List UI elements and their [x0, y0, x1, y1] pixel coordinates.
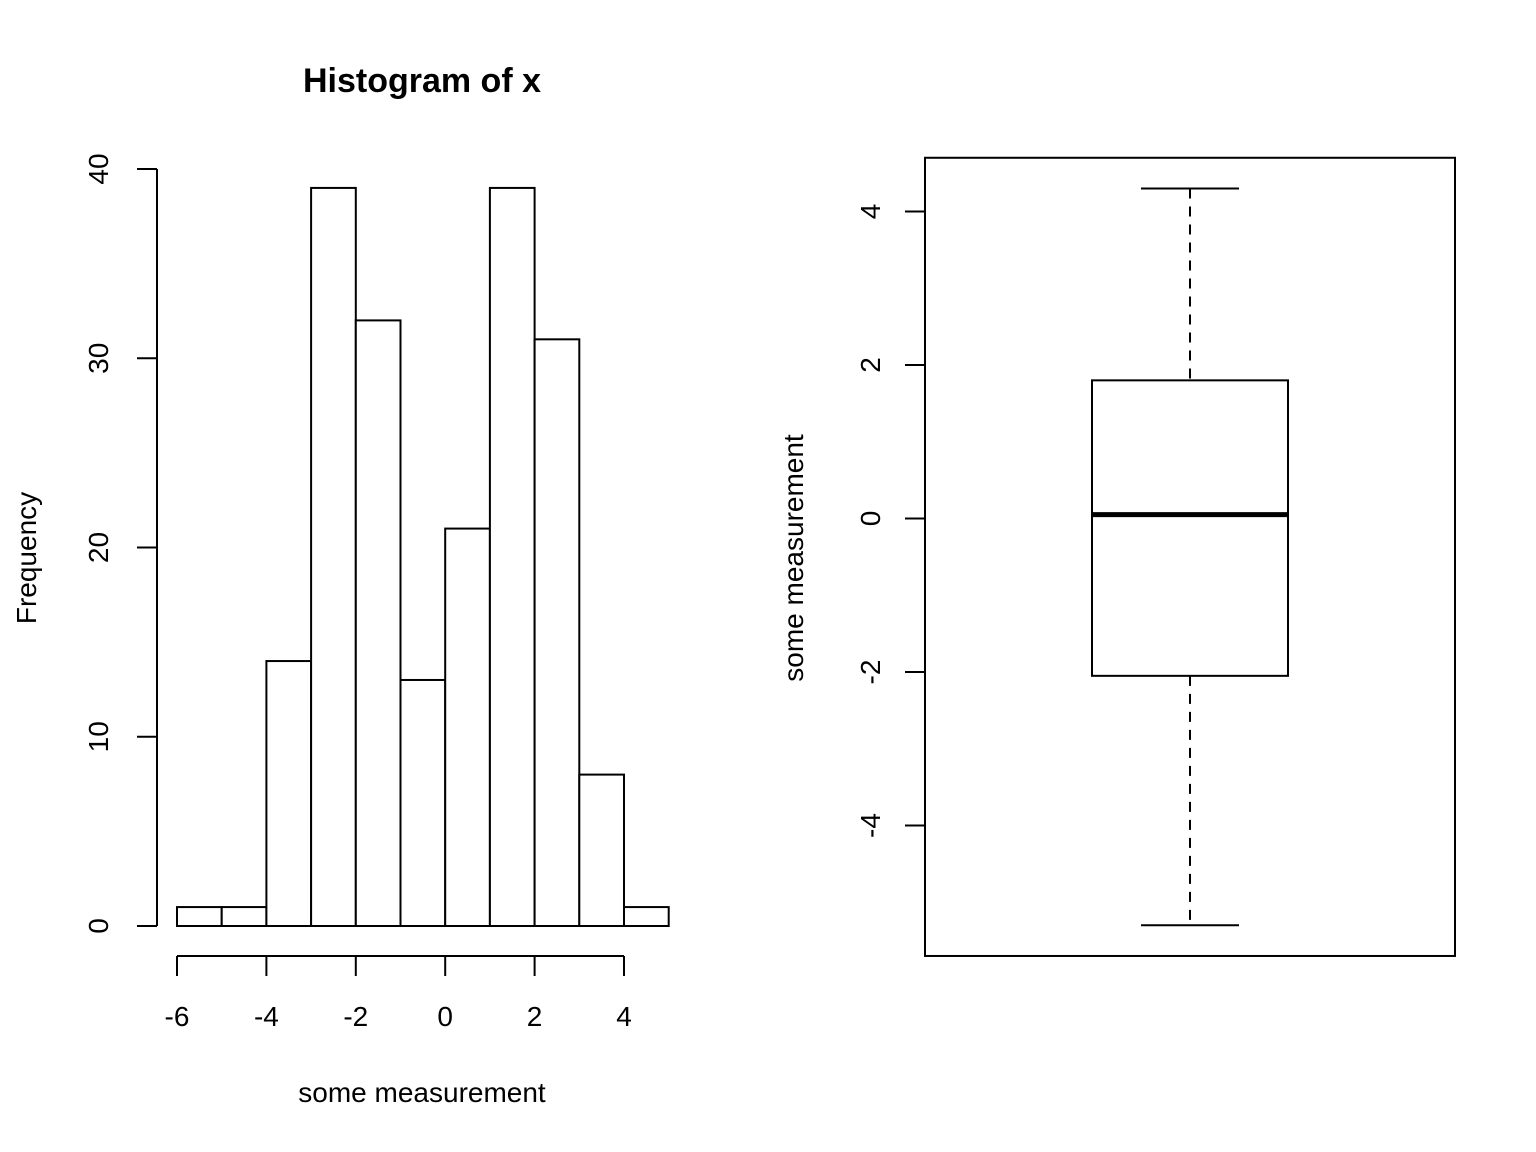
boxplot-panel: some measurement -4 -2 0 2 4 — [778, 156, 1456, 957]
histogram-panel: Histogram of x some measurement Frequenc… — [11, 62, 670, 1108]
boxplot-y-tick-label: -4 — [855, 813, 886, 838]
histogram-x-tick-label: -2 — [343, 1001, 368, 1032]
histogram-y-tick-label: 30 — [83, 343, 114, 374]
histogram-y-tick-label: 40 — [83, 153, 114, 184]
histogram-x-tick-label: -4 — [254, 1001, 279, 1032]
histogram-bar — [310, 186, 357, 928]
boxplot-y-tick-label: 2 — [855, 357, 886, 373]
histogram-x-tick-label: 4 — [616, 1001, 632, 1032]
histogram-bar — [265, 660, 313, 927]
boxplot-y-tick-label: -2 — [855, 660, 886, 685]
boxplot-y-tick-label: 0 — [855, 511, 886, 527]
histogram-bar — [176, 906, 223, 928]
boxplot-box — [1091, 379, 1289, 677]
histogram-x-axis-label: some measurement — [298, 1077, 546, 1108]
histogram-y-tick-label: 0 — [83, 918, 114, 934]
histogram-bar — [488, 186, 536, 928]
histogram-x-tick-label: 2 — [527, 1001, 543, 1032]
histogram-bar — [354, 319, 402, 927]
boxplot-y-axis-label: some measurement — [778, 434, 809, 682]
boxplot-y-tick-label: 4 — [855, 204, 886, 220]
histogram-y-tick-label: 10 — [83, 721, 114, 752]
boxplot-marks — [1091, 187, 1289, 927]
histogram-x-axis: -6 -4 -2 0 2 4 — [165, 955, 632, 1032]
histogram-y-axis-label: Frequency — [11, 492, 42, 624]
histogram-x-tick-label: -6 — [165, 1001, 190, 1032]
histogram-x-tick-label: 0 — [437, 1001, 453, 1032]
histogram-bar — [623, 906, 670, 928]
histogram-bar — [444, 527, 491, 927]
boxplot-y-axis: -4 -2 0 2 4 — [855, 204, 925, 838]
boxplot-plot-frame — [924, 156, 1456, 957]
histogram-bar — [578, 773, 625, 927]
histogram-bar — [533, 338, 581, 927]
histogram-y-tick-label: 20 — [83, 532, 114, 563]
histogram-y-axis: 0 10 20 30 40 — [83, 153, 158, 934]
histogram-title: Histogram of x — [303, 62, 541, 100]
histogram-bar — [220, 906, 268, 928]
histogram-bars — [176, 186, 670, 928]
histogram-bar — [399, 678, 447, 927]
